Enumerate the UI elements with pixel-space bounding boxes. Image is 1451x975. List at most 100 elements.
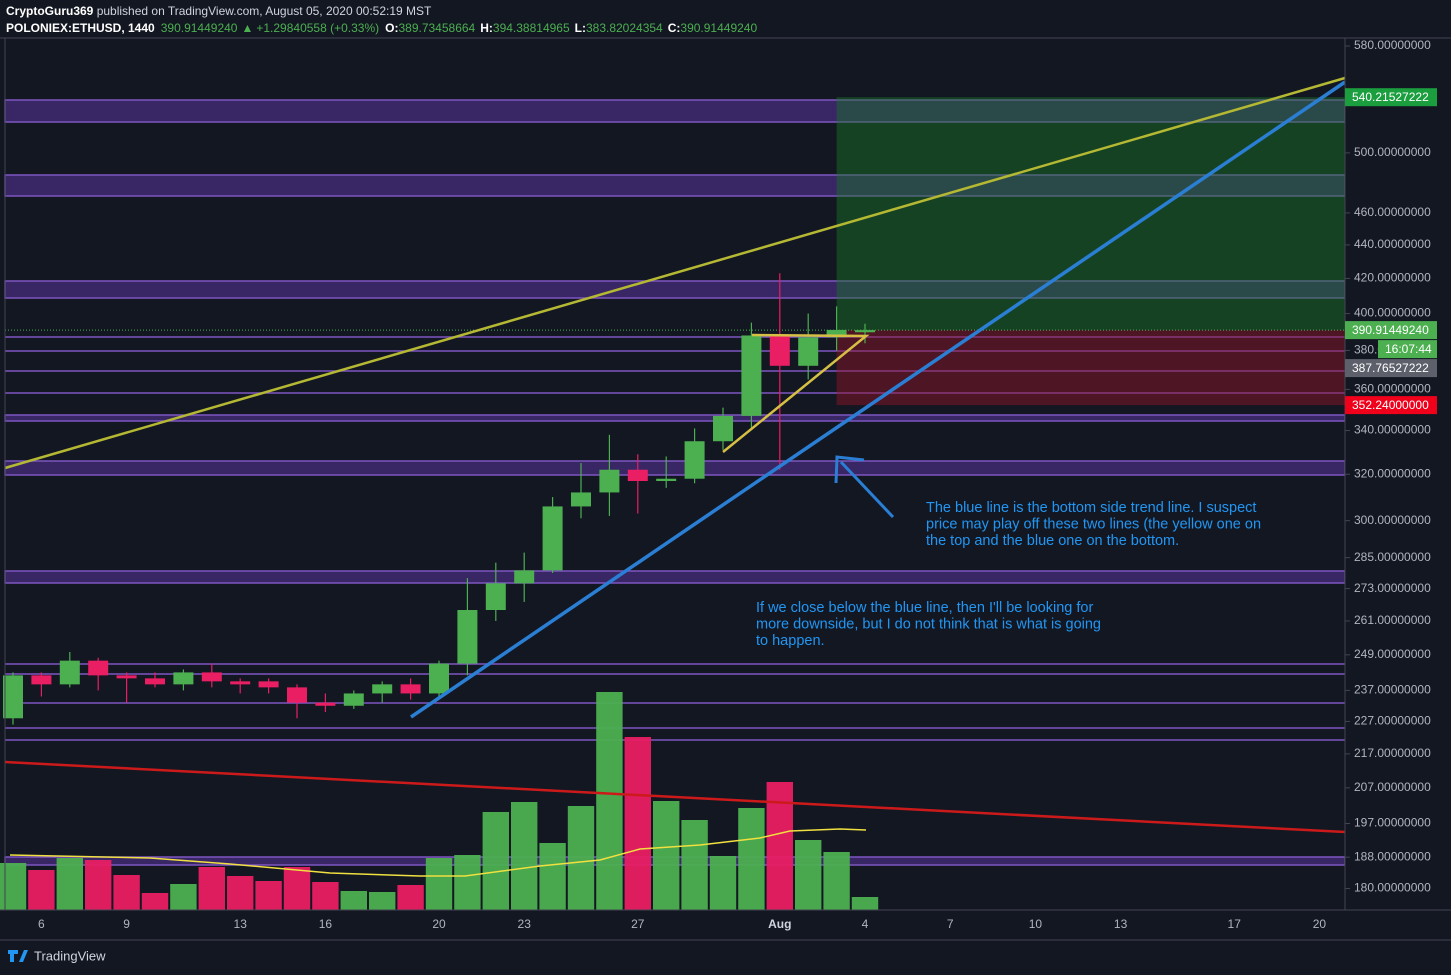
candle-body — [599, 469, 620, 493]
volume-bar — [624, 737, 651, 910]
ohlc-value: 383.82024354 — [586, 21, 663, 35]
volume-bar — [795, 840, 822, 910]
x-tick-label: 23 — [518, 917, 532, 931]
volume-bar — [567, 806, 595, 910]
zone — [4, 570, 1346, 584]
price-label-box — [1345, 321, 1437, 340]
stop-zone — [836, 330, 1345, 406]
volume-bar — [738, 808, 765, 910]
volume-bar — [198, 867, 225, 910]
volume-bar — [482, 812, 509, 910]
candle-body — [343, 693, 364, 706]
y-tick-label: 420.00000000 — [1354, 271, 1431, 285]
candle-body — [400, 684, 421, 694]
candle-body — [201, 672, 222, 682]
zone — [4, 460, 1346, 476]
x-tick-label: 7 — [947, 917, 954, 931]
candle-body — [514, 570, 535, 584]
volume-ma — [9, 828, 867, 877]
change: +1.29840558 (+0.33%) — [256, 21, 379, 35]
candle-body — [88, 660, 109, 676]
price-label: 390.91449240 — [1352, 323, 1429, 337]
price-label-box — [1345, 88, 1437, 107]
x-tick-label: Aug — [768, 917, 791, 931]
candle-body — [684, 441, 705, 479]
position — [5, 97, 1345, 406]
candle-body — [741, 335, 762, 416]
ohlc-value: 389.73458664 — [398, 21, 475, 35]
candle-body — [145, 678, 165, 685]
levels — [5, 336, 1345, 741]
header-line: CryptoGuru369 published on TradingView.c… — [6, 4, 432, 18]
candles — [3, 273, 875, 725]
volume-bar — [141, 893, 169, 910]
volume-bar — [511, 802, 538, 910]
candle-body — [713, 415, 733, 442]
y-tick-label: 180.00000000 — [1354, 881, 1431, 895]
footer-brand: TradingView — [34, 948, 106, 963]
x-tick-label: 17 — [1228, 917, 1242, 931]
candle-body — [627, 469, 648, 481]
candle-body — [571, 492, 591, 507]
arrow: ▲ — [241, 21, 253, 35]
volume — [0, 692, 879, 910]
candle-body — [372, 684, 393, 694]
volume-bar — [85, 860, 112, 910]
ohlc-label: O: — [385, 21, 398, 35]
trend-line-yellow — [4, 76, 1346, 470]
x-tick-label: 6 — [38, 917, 45, 931]
y-tick-label: 273.00000000 — [1354, 581, 1431, 595]
time-axis — [0, 910, 1451, 940]
countdown: 16:07:44 — [1385, 342, 1432, 356]
volume-bar — [0, 863, 27, 910]
published: published on TradingView.com, August 05,… — [93, 4, 432, 18]
price-label: 352.24000000 — [1352, 398, 1429, 412]
y-tick-label: 217.00000000 — [1354, 746, 1431, 760]
trend-line-blue — [410, 80, 1346, 719]
x-tick-label: 9 — [123, 917, 130, 931]
volume-bar — [454, 855, 481, 910]
x-tick-label: 10 — [1029, 917, 1043, 931]
x-tick-label: 20 — [1313, 917, 1327, 931]
logo — [8, 950, 28, 962]
candle-body — [798, 337, 819, 366]
volume-bar — [823, 852, 850, 910]
volume-bar — [340, 891, 367, 910]
candle-body — [230, 681, 251, 685]
target-zone — [836, 97, 1345, 331]
candle-body — [485, 583, 506, 611]
y-tick-label: 500.00000000 — [1354, 145, 1431, 159]
volume-bar — [170, 884, 197, 910]
annotation: to happen. — [756, 633, 825, 649]
x-tick-label: 20 — [432, 917, 446, 931]
annotation: price may play off these two lines (the … — [926, 516, 1261, 532]
ohlc-value: 390.91449240 — [680, 21, 757, 35]
volume-bar — [709, 856, 737, 910]
volume-bar — [425, 858, 453, 910]
arrow-head — [834, 455, 865, 484]
volume-bar — [653, 801, 680, 910]
price-label: 540.21527222 — [1352, 90, 1429, 104]
y-tick-label: 197.00000000 — [1354, 816, 1431, 830]
annotation: The blue line is the bottom side trend l… — [926, 500, 1256, 516]
volume-bar — [369, 892, 396, 910]
y-tick-label: 207.00000000 — [1354, 780, 1431, 794]
price-axis — [1345, 38, 1451, 910]
y-tick-label: 261.00000000 — [1354, 613, 1431, 627]
volume-bar — [596, 692, 623, 910]
x-tick-label: 16 — [319, 917, 333, 931]
y-tick-label: 580.00000000 — [1354, 38, 1431, 52]
candle-body — [855, 330, 875, 333]
annotations: The blue line is the bottom side trend l… — [756, 500, 1261, 649]
ohlc-value: 394.38814965 — [493, 21, 570, 35]
triangle — [722, 333, 870, 453]
volume-bar — [539, 843, 566, 910]
y-tick-label: 400.00000000 — [1354, 306, 1431, 320]
ohlc-label: C: — [668, 21, 681, 35]
y-tick-label: 460.00000000 — [1354, 205, 1431, 219]
volume-bar — [113, 875, 140, 910]
candle-body — [258, 681, 279, 688]
zone — [4, 414, 1346, 422]
